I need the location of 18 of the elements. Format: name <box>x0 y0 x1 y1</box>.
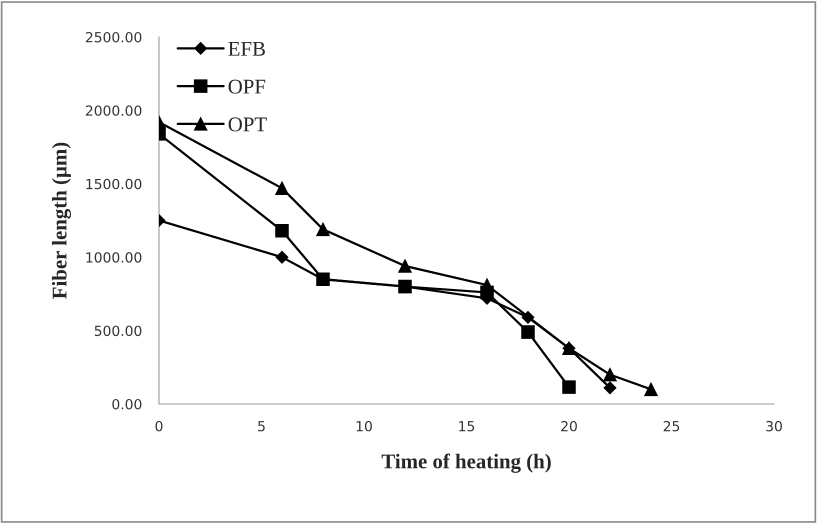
legend-label: OPT <box>228 117 267 132</box>
y-tick-label: 1500.00 <box>86 178 142 190</box>
x-tick-label: 15 <box>459 421 474 432</box>
legend-label: EFB <box>228 42 265 56</box>
x-tick-label: 20 <box>561 420 577 432</box>
y-axis-title: Fiber length (µm) <box>52 142 72 299</box>
x-tick-label: 25 <box>664 420 680 432</box>
x-tick-label: 30 <box>766 420 782 432</box>
y-tick-label: 2500.00 <box>86 32 142 42</box>
y-tick-label: 2000.00 <box>86 105 142 116</box>
legend-label: OPF <box>228 80 266 94</box>
x-axis-title: Time of heating (h) <box>382 454 551 473</box>
x-tick-label: 0 <box>155 420 162 432</box>
y-tick-label: 0.00 <box>112 398 142 410</box>
y-tick-label: 500.00 <box>94 326 142 336</box>
x-tick-label: 5 <box>258 421 265 432</box>
y-tick-label: 1000.00 <box>86 252 142 263</box>
x-tick-label: 10 <box>356 420 372 432</box>
